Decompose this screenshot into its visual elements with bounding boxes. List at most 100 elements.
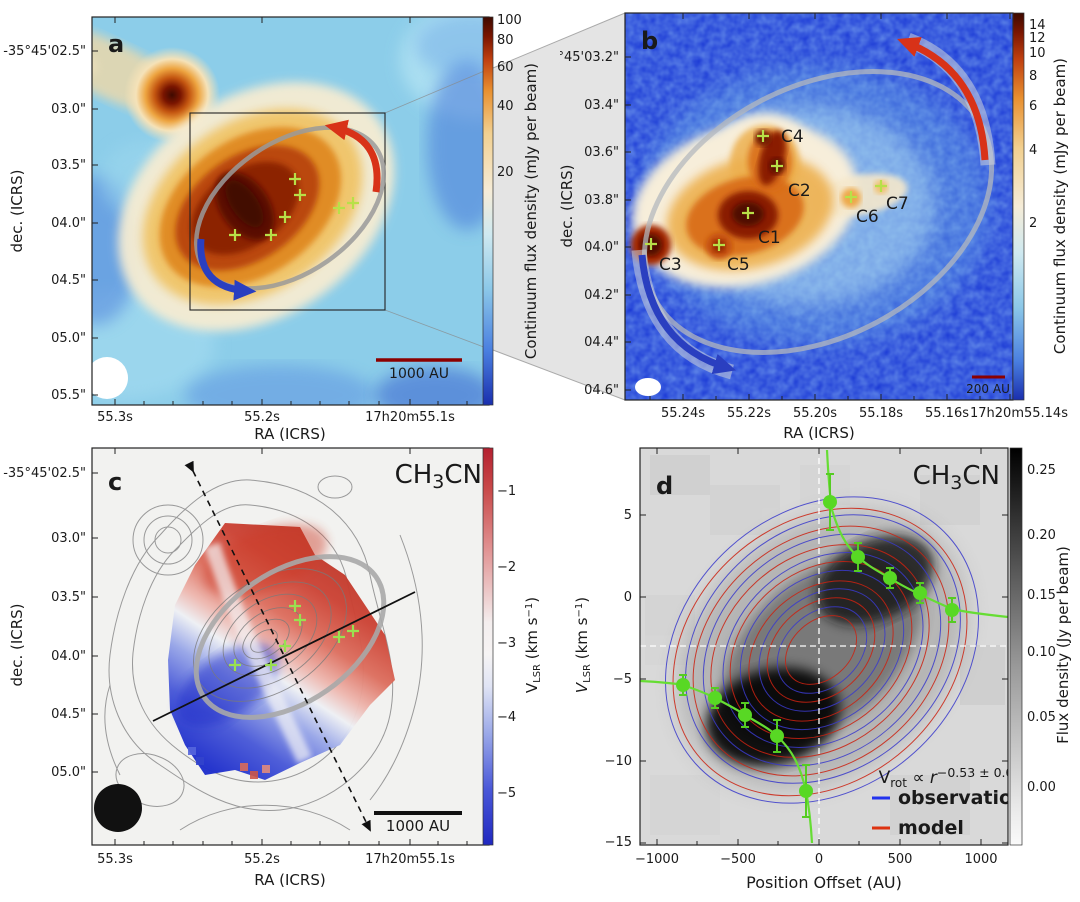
colorbar-label: Continuum flux density (mJy per beam) [1051, 58, 1069, 354]
panel-a-map [92, 17, 489, 405]
x-axis-label: RA (ICRS) [254, 871, 325, 889]
panel-d: Vrot ∝ r−0.53 ± 0.09 observations model … [573, 447, 1072, 892]
map-blue-patches [92, 17, 489, 405]
x-axis-label: RA (ICRS) [254, 425, 325, 443]
y-axis-label: VLSR (km s−1) [573, 597, 593, 693]
svg-text:55.22s: 55.22s [727, 406, 771, 421]
x-axis-label: Position Offset (AU) [746, 873, 902, 892]
svg-text:4: 4 [1029, 143, 1037, 158]
svg-text:0.00: 0.00 [1027, 780, 1056, 795]
y-tick-labels: 5 0 −5 −10 −15 [605, 508, 632, 850]
svg-text:80: 80 [497, 33, 514, 48]
svg-text:C6: C6 [856, 207, 879, 227]
svg-text:0.15: 0.15 [1027, 588, 1056, 603]
svg-text:04.0": 04.0" [51, 649, 86, 664]
svg-text:04.0": 04.0" [584, 240, 619, 255]
panel-a: 1000 AU a -35°45'02.5" 03.0" 03.5" 04.0" 0… [3, 13, 540, 443]
svg-text:−5: −5 [497, 786, 516, 801]
svg-text:100: 100 [497, 13, 522, 28]
rotation-fit-annotation: Vrot ∝ r−0.53 ± 0.09 [879, 765, 1022, 790]
connector-line-top [492, 12, 626, 69]
svg-text:03.6": 03.6" [584, 145, 619, 160]
svg-text:0.05: 0.05 [1027, 710, 1056, 725]
legend: observations model [872, 787, 1008, 839]
x-tick-labels: −1000 −500 0 500 1000 [635, 852, 998, 867]
svg-text:14: 14 [1029, 18, 1046, 33]
svg-text:03.5": 03.5" [51, 158, 86, 173]
outflow-axis-dashed-arrow [184, 460, 371, 832]
y-tick-labels: -35°45'03.2"03.4" 03.6"03.8" 04.0"04.2" … [560, 50, 619, 398]
svg-text:−15: −15 [605, 835, 632, 850]
colorbar-label: Flux density (Jy per beam) [1054, 546, 1072, 744]
svg-text:0: 0 [624, 590, 632, 605]
beam-ellipse [635, 378, 661, 396]
svg-text:−10: −10 [605, 754, 632, 769]
svg-text:55.16s: 55.16s [925, 406, 969, 421]
colorbar-tick-labels: 100 80 60 40 20 [497, 13, 522, 180]
svg-text:0: 0 [815, 852, 823, 867]
svg-text:40: 40 [497, 99, 514, 114]
scalebar-label: 1000 AU [386, 817, 450, 835]
y-axis-label: dec. (ICRS) [8, 169, 26, 252]
svg-text:0.10: 0.10 [1027, 645, 1056, 660]
y-tick-labels: -35°45'02.5" 03.0" 03.5" 04.0" 04.5" 05.0" [3, 466, 86, 780]
svg-text:04.6": 04.6" [584, 383, 619, 398]
svg-text:8: 8 [1029, 69, 1037, 84]
y-tick-labels: -35°45'02.5"03.0" 03.5"04.0" 04.5"05.0" … [3, 44, 86, 403]
zoom-box [189, 112, 386, 311]
x-axis-label: RA (ICRS) [783, 424, 854, 442]
svg-text:05.0": 05.0" [51, 765, 86, 780]
beam-ellipse [92, 357, 128, 399]
svg-text:03.8": 03.8" [584, 193, 619, 208]
svg-text:−5: −5 [613, 672, 632, 687]
svg-text:−1000: −1000 [635, 852, 679, 867]
connector-line-top-inner [384, 68, 489, 114]
svg-text:1000: 1000 [964, 852, 997, 867]
colorbar [1009, 447, 1023, 846]
svg-text:04.5": 04.5" [51, 707, 86, 722]
x-tick-labels: 55.3s 55.2s 17h20m55.1s [97, 410, 455, 425]
svg-text:C7: C7 [886, 194, 909, 214]
svg-text:17h20m55.14s: 17h20m55.14s [970, 406, 1068, 421]
connector-polygon [493, 13, 625, 400]
svg-text:-35°45'03.2": -35°45'03.2" [560, 50, 619, 65]
svg-text:−3: −3 [497, 636, 516, 651]
rotation-curve-points [676, 495, 959, 798]
contours-observations-model [665, 496, 979, 804]
svg-text:55.2s: 55.2s [244, 410, 280, 425]
redshift-arrow [324, 119, 381, 193]
axis-ticks [625, 13, 1011, 400]
svg-text:10: 10 [1029, 46, 1046, 61]
panel-c: 1000 AU c CH3CN -35°45'02.5" 03.0" 03.5" 0… [3, 447, 543, 889]
svg-text:C3: C3 [659, 255, 682, 275]
connector-line-bottom [492, 349, 626, 401]
svg-text:C4: C4 [781, 127, 804, 147]
svg-text:12: 12 [1029, 31, 1046, 46]
colorbar-tick-labels: −1 −2 −3 −4 −5 [497, 484, 516, 801]
x-tick-labels: 55.24s 55.22s 55.20s 55.18s 55.16s 17h20m55… [661, 406, 1068, 421]
svg-text:05.5": 05.5" [51, 388, 86, 403]
svg-text:03.5": 03.5" [51, 590, 86, 605]
svg-text:5: 5 [624, 508, 632, 523]
panel-letter: c [108, 468, 122, 496]
svg-text:C2: C2 [788, 181, 811, 201]
svg-text:C1: C1 [758, 228, 781, 248]
panel-c-map: 1000 AU [92, 448, 489, 845]
svg-text:−500: −500 [720, 852, 756, 867]
svg-text:05.0": 05.0" [51, 331, 86, 346]
svg-text:−2: −2 [497, 560, 516, 575]
svg-text:04.4": 04.4" [584, 335, 619, 350]
svg-text:55.24s: 55.24s [661, 406, 705, 421]
core-labels: C1 C2 C3 C4 C5 C6 C7 [659, 127, 909, 275]
panel-d-map: Vrot ∝ r−0.53 ± 0.09 observations model [640, 448, 1022, 845]
panel-b-map: 200 AU C1 C2 C3 C4 C5 C6 C7 [625, 13, 1013, 400]
colorbar [1012, 12, 1025, 401]
svg-text:55.20s: 55.20s [793, 406, 837, 421]
svg-text:04.0": 04.0" [51, 216, 86, 231]
svg-text:55.18s: 55.18s [859, 406, 903, 421]
panel-b: 200 AU C1 C2 C3 C4 C5 C6 C7 b -35°45'03.… [560, 12, 1069, 442]
svg-text:04.2": 04.2" [584, 288, 619, 303]
colorbar [482, 447, 494, 846]
